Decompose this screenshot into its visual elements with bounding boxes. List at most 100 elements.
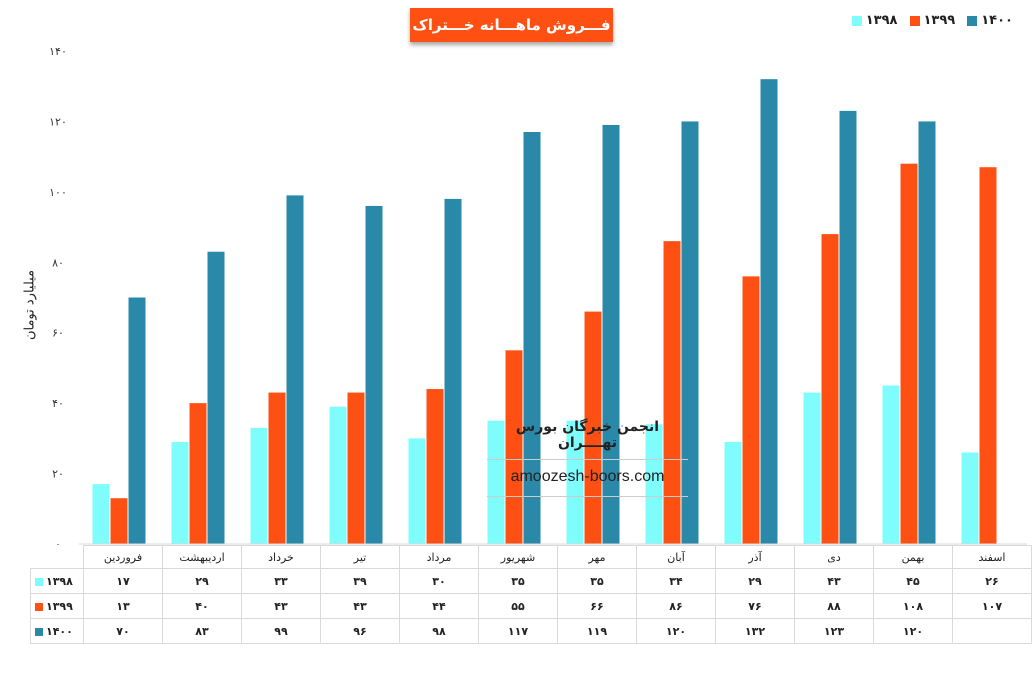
bar: [681, 121, 699, 544]
bar: [110, 498, 128, 544]
bar: [487, 420, 505, 544]
legend-item-1400: ۱۴۰۰: [967, 13, 1013, 28]
x-tick-label: شهریور: [478, 545, 558, 569]
data-label: ۸۶: [636, 593, 716, 619]
data-label: ۳۴: [636, 568, 716, 594]
y-axis-label: میلیارد تومان: [22, 269, 38, 341]
x-tick-label: بهمن: [873, 545, 953, 569]
data-label: ۴۳: [241, 593, 321, 619]
table-row: ۱۴۰۰ ۷۰ ۸۳ ۹۹ ۹۶ ۹۸ ۱۱۷ ۱۱۹ ۱۲۰ ۱۳۲ ۱۲۳ ۱۲۰: [30, 618, 1032, 644]
bar: [663, 241, 681, 544]
table-series-name: ۱۳۹۹: [46, 599, 73, 613]
data-label: ۱۳: [83, 593, 163, 619]
bar: [268, 392, 286, 544]
data-label: ۲۹: [162, 568, 242, 594]
table-series-swatch: [35, 577, 43, 586]
y-tick-label: ۴۰: [52, 397, 64, 410]
data-label: ۱۱۹: [557, 618, 637, 644]
x-tick-label: اردیبهشت: [162, 545, 242, 569]
x-tick-label: تیر: [320, 545, 400, 569]
data-label: ۱۷: [83, 568, 163, 594]
bar: [882, 385, 900, 544]
x-tick-label: فروردین: [83, 545, 163, 569]
bar: [286, 195, 304, 544]
x-tick-label: دی: [794, 545, 874, 569]
bar: [329, 406, 347, 544]
bar: [645, 424, 663, 544]
data-label: ۱۰۷: [952, 593, 1032, 619]
data-label: ۸۳: [162, 618, 242, 644]
watermark: انجمن خبرگان بورس تهــــران amoozesh-boo…: [487, 415, 688, 497]
y-tick-label: ۱۲۰: [49, 115, 67, 128]
bar: [821, 234, 839, 544]
chart-title: فـــروش ماهـــانه خـــتراک: [410, 8, 613, 42]
bar: [803, 392, 821, 544]
data-label: ۴۳: [794, 568, 874, 594]
data-label: ۴۴: [399, 593, 479, 619]
table-series-name: ۱۴۰۰: [46, 624, 73, 638]
data-label: ۱۲۰: [873, 618, 953, 644]
y-tick-label: ۲۰: [52, 468, 64, 481]
y-tick-label: ۱۴۰: [49, 45, 67, 58]
x-tick-label: آبان: [636, 545, 716, 569]
y-tick-label: ۱۰۰: [49, 186, 67, 199]
y-tick-label: ۰: [55, 538, 61, 545]
bar: [426, 389, 444, 544]
bar: [760, 79, 778, 545]
legend-swatch-1398: [851, 15, 862, 26]
bar: [584, 311, 602, 544]
data-label: ۶۶: [557, 593, 637, 619]
bar-chart: ۰ ۲۰ ۴۰ ۶۰ ۸۰ ۱۰۰ ۱۲۰ ۱۴۰: [49, 45, 1027, 545]
data-label: ۱۳۲: [715, 618, 795, 644]
table-header-row: فروردین اردیبهشت خرداد تیر مرداد شهریور مهر آبا…: [31, 545, 1032, 569]
table-row: ۱۳۹۹ ۱۳ ۴۰ ۴۳ ۴۳ ۴۴ ۵۵ ۶۶ ۸۶ ۷۶ ۸۸ ۱۰۸ ۱۰۷: [30, 593, 1032, 619]
data-label: ۸۸: [794, 593, 874, 619]
bar: [171, 441, 189, 544]
data-label: ۲۹: [715, 568, 795, 594]
bar: [602, 124, 620, 544]
table-series-label: ۱۳۹۸: [30, 568, 84, 594]
data-label: ۳۳: [241, 568, 321, 594]
table-series-name: ۱۳۹۸: [46, 574, 73, 588]
bar: [918, 121, 936, 544]
data-label: ۹۹: [241, 618, 321, 644]
data-label: [952, 618, 1032, 644]
bar: [724, 441, 742, 544]
data-label: ۲۶: [952, 568, 1032, 594]
data-label: ۳۵: [557, 568, 637, 594]
data-label: ۳۹: [320, 568, 400, 594]
y-axis-ticks: ۰ ۲۰ ۴۰ ۶۰ ۸۰ ۱۰۰ ۱۲۰ ۱۴۰: [49, 45, 67, 545]
y-tick-label: ۸۰: [52, 256, 64, 269]
x-tick-label: خرداد: [241, 545, 321, 569]
bar: [365, 205, 383, 544]
data-label: ۱۲۳: [794, 618, 874, 644]
x-tick-label: اسفند: [952, 545, 1032, 569]
table-corner: [31, 546, 84, 569]
bar: [742, 276, 760, 544]
bar: [900, 163, 918, 544]
data-label: ۴۰: [162, 593, 242, 619]
data-label: ۵۵: [478, 593, 558, 619]
data-label: ۳۰: [399, 568, 479, 594]
data-label: ۴۳: [320, 593, 400, 619]
bar: [566, 420, 584, 544]
bar: [979, 167, 997, 544]
watermark-url: amoozesh-boors.com: [487, 460, 688, 497]
bar: [347, 392, 365, 544]
data-label: ۱۲۰: [636, 618, 716, 644]
bar: [189, 403, 207, 544]
data-label: ۱۱۷: [478, 618, 558, 644]
legend-swatch-1400: [967, 15, 978, 26]
table-series-swatch: [35, 602, 43, 611]
data-label: ۷۶: [715, 593, 795, 619]
data-label: ۷۰: [83, 618, 163, 644]
legend-item-1399: ۱۳۹۹: [909, 13, 955, 28]
x-tick-label: مرداد: [399, 545, 479, 569]
bar: [523, 131, 541, 544]
bar: [92, 484, 110, 544]
table-series-label: ۱۴۰۰: [30, 618, 84, 644]
bar: [250, 427, 268, 544]
chart-bars: [92, 79, 997, 545]
data-label: ۴۵: [873, 568, 953, 594]
table-row: ۱۳۹۸ ۱۷ ۲۹ ۳۳ ۳۹ ۳۰ ۳۵ ۳۵ ۳۴ ۲۹ ۴۳ ۴۵ ۲۶: [30, 568, 1032, 594]
